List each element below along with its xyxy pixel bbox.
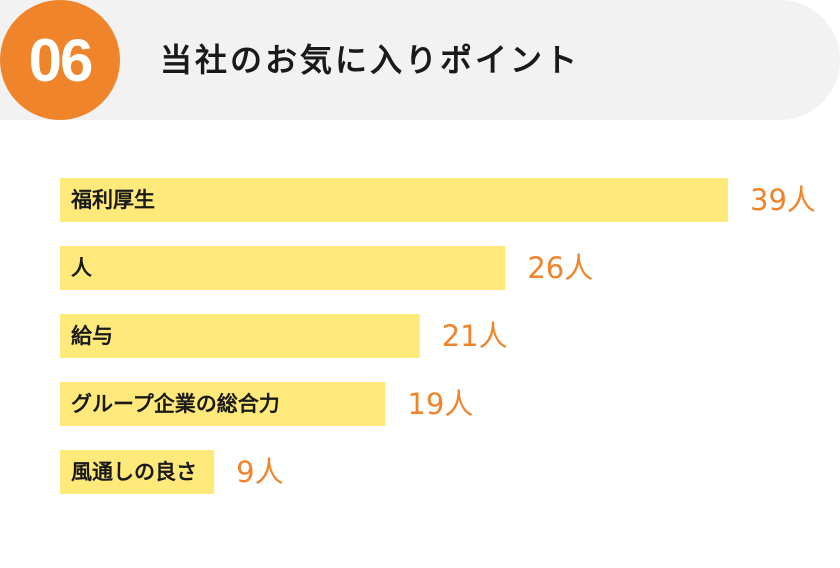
header-band — [0, 0, 840, 120]
section-number-badge: 06 — [0, 0, 120, 120]
value-label-3: 19人 — [407, 387, 473, 421]
value-label-1: 26人 — [527, 251, 593, 285]
category-label-3: グループ企業の総合力 — [71, 392, 280, 416]
value-label-2: 21人 — [442, 319, 508, 353]
page-title: 当社のお気に入りポイント — [160, 41, 581, 79]
bar-1 — [60, 246, 506, 290]
bar-2 — [60, 314, 420, 358]
section-number: 06 — [28, 26, 94, 94]
bar-3 — [60, 382, 386, 426]
bar-4 — [60, 450, 215, 494]
category-label-0: 福利厚生 — [70, 188, 155, 212]
value-label-0: 39人 — [750, 183, 816, 217]
category-label-1: 人 — [71, 256, 92, 280]
category-label-2: 給与 — [71, 324, 113, 348]
category-label-4: 風通しの良さ — [71, 460, 197, 484]
bar-0 — [60, 178, 728, 222]
value-label-4: 9人 — [236, 455, 283, 489]
